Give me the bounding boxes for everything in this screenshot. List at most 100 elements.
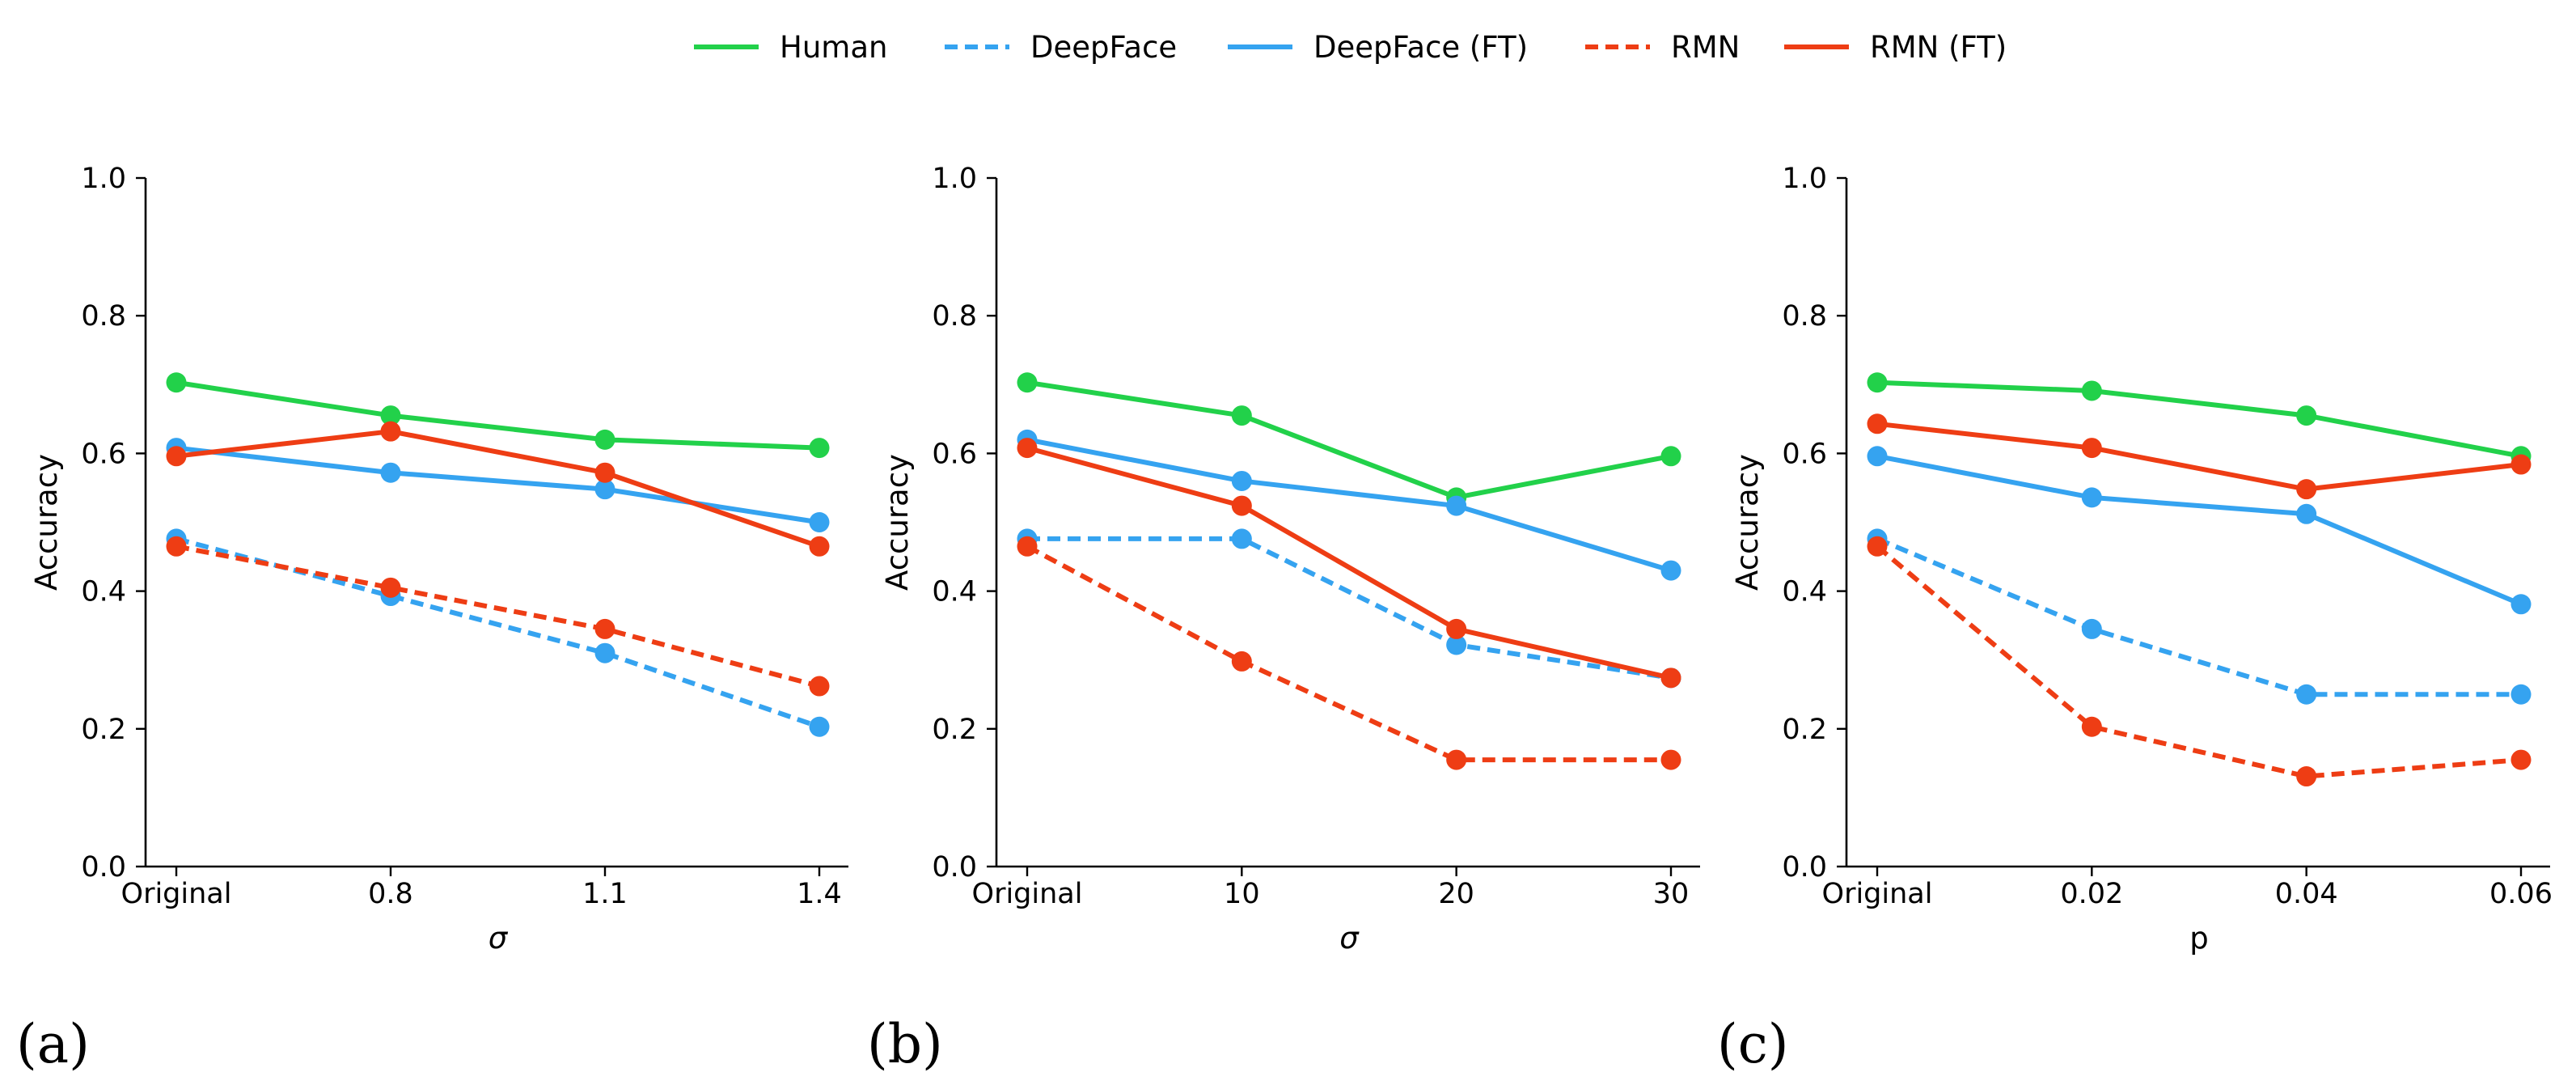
data-point-rmn-ft [2296, 479, 2317, 500]
x-tick-label: 0.04 [2275, 878, 2338, 910]
series-deepface-ft [1867, 446, 2532, 615]
y-tick-label: 0.2 [81, 714, 126, 746]
series-line-rmn [1026, 544, 1671, 763]
data-point-deepface-ft [1867, 446, 1888, 467]
data-point-rmn-ft [809, 536, 830, 557]
data-point-deepface-ft [594, 479, 615, 500]
series-rmn-ft [1867, 413, 2532, 500]
data-point-human [809, 438, 830, 459]
y-tick-label: 0.0 [81, 851, 126, 884]
data-point-rmn [2296, 766, 2317, 787]
series-rmn-ft [166, 421, 830, 557]
series-rmn [166, 536, 830, 697]
data-point-rmn-ft [166, 446, 187, 467]
panel-label: (b) [867, 1013, 943, 1075]
series-line-rmn-ft [1026, 445, 1672, 680]
series-line-rmn [1876, 544, 2522, 779]
series-deepface [166, 528, 830, 737]
y-tick-label: 0.2 [932, 714, 977, 746]
data-point-rmn-ft [1660, 668, 1681, 689]
data-point-rmn [2081, 716, 2102, 737]
data-point-deepface-ft [2296, 503, 2317, 524]
series-line-rmn [176, 544, 820, 689]
chart-panel-c: 0.0 0.2 0.4 0.6 0.8 1.0 Original 0.02 0.04 0.06 p A… [1717, 163, 2553, 1075]
data-point-human [2296, 405, 2317, 426]
data-point-rmn [1446, 749, 1467, 770]
y-tick-label: 0.4 [1782, 576, 1827, 608]
data-point-rmn-ft [1017, 438, 1038, 459]
legend-item-rmn: RMN [1585, 30, 1740, 65]
series-line-deepface [1876, 536, 2521, 697]
series-human [1867, 372, 2532, 467]
data-point-deepface [2296, 684, 2317, 705]
y-tick-label: 0.2 [1782, 714, 1827, 746]
data-point-rmn-ft [1231, 495, 1252, 516]
legend-label-deepface-ft: DeepFace (FT) [1313, 30, 1528, 65]
series-line-deepface-ft [176, 445, 820, 525]
y-tick-label: 0.4 [81, 576, 126, 608]
data-point-rmn [594, 618, 615, 639]
panels: 0.0 0.2 0.4 0.6 0.8 1.0 Original 0.8 1.1 1.4 σ Accu… [16, 163, 2553, 1075]
x-tick-label: Original [121, 878, 232, 910]
data-point-deepface-ft [2081, 487, 2102, 508]
x-tick-label: 10 [1224, 878, 1260, 910]
data-point-human [594, 429, 615, 450]
series-human [1017, 372, 1681, 508]
y-tick-label: 0.8 [932, 300, 977, 333]
x-axis-label: p [2189, 921, 2209, 956]
series-human [166, 372, 830, 459]
series-rmn [1017, 536, 1681, 770]
data-point-deepface-ft [1660, 560, 1681, 581]
x-axis-label: σ [1339, 921, 1360, 956]
legend-label-rmn: RMN [1671, 30, 1740, 65]
y-tick-label: 1.0 [1782, 163, 1827, 195]
chart-panel-a: 0.0 0.2 0.4 0.6 0.8 1.0 Original 0.8 1.1 1.4 σ Accu… [16, 163, 848, 1075]
data-point-rmn-ft [1446, 618, 1467, 639]
series-line-deepface-ft [1026, 437, 1672, 573]
series-deepface [1017, 528, 1681, 689]
data-point-deepface [594, 642, 615, 663]
y-tick-label: 0.6 [81, 438, 126, 470]
data-point-human [166, 372, 187, 393]
series-line-deepface-ft [1876, 453, 2523, 607]
data-point-rmn-ft [380, 421, 401, 442]
x-axis-label: σ [489, 921, 509, 956]
series-line-rmn-ft [176, 429, 820, 549]
data-point-human [1231, 405, 1252, 426]
data-point-deepface [809, 716, 830, 737]
data-point-human [1867, 372, 1888, 393]
data-point-rmn [166, 536, 187, 557]
legend-label-human: Human [780, 30, 887, 65]
y-tick-label: 0.6 [1782, 438, 1827, 470]
y-tick-label: 0.8 [81, 300, 126, 333]
x-tick-label: Original [972, 878, 1083, 910]
legend-item-deepface: DeepFace [945, 30, 1177, 65]
series-line-human [1026, 379, 1672, 500]
y-axis-label: Accuracy [880, 454, 915, 591]
data-point-deepface-ft [380, 462, 401, 483]
data-point-deepface [2510, 684, 2532, 705]
y-tick-label: 0.8 [1782, 300, 1827, 333]
x-tick-label: 0.02 [2060, 878, 2123, 910]
series-deepface-ft [1017, 429, 1681, 581]
y-axis-label: Accuracy [29, 454, 64, 591]
data-point-deepface [1231, 528, 1252, 549]
data-point-rmn [1231, 651, 1252, 672]
data-point-deepface-ft [1446, 495, 1467, 516]
series-line-rmn-ft [1876, 421, 2522, 492]
data-point-deepface-ft [809, 512, 830, 532]
legend-item-rmn-ft: RMN (FT) [1784, 30, 2007, 65]
x-tick-label: 20 [1438, 878, 1474, 910]
panel-label: (c) [1717, 1013, 1788, 1075]
data-point-human [1017, 372, 1038, 393]
y-tick-label: 0.6 [932, 438, 977, 470]
data-point-rmn-ft [594, 462, 615, 483]
series-deepface [1867, 528, 2532, 705]
series-line-human [1876, 379, 2522, 459]
data-point-human [2081, 380, 2102, 401]
chart-panel-b: 0.0 0.2 0.4 0.6 0.8 1.0 Original 10 20 30 σ Accurac… [867, 163, 1700, 1075]
data-point-rmn [1867, 536, 1888, 557]
legend-item-deepface-ft: DeepFace (FT) [1228, 30, 1528, 65]
y-tick-label: 0.0 [932, 851, 977, 884]
